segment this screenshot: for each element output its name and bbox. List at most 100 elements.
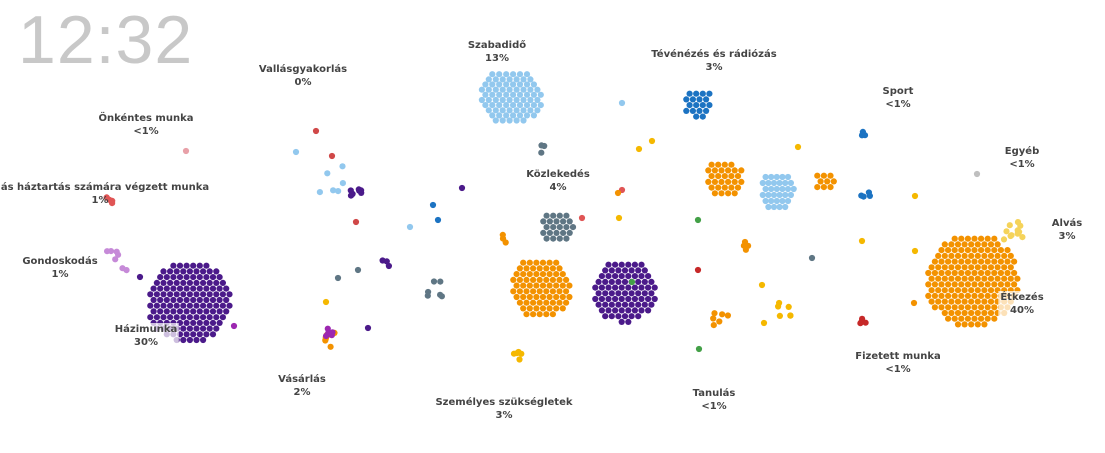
dot-hazimunka (595, 301, 602, 308)
dot-szabadido (530, 102, 538, 109)
dot-kozlekedes (566, 229, 573, 236)
dot-hazimunka (163, 308, 170, 315)
dot-etkezes (938, 258, 945, 265)
dot-hazimunka (645, 284, 652, 291)
dot-etkezes (520, 271, 527, 278)
dot-hazimunka (615, 290, 622, 297)
dot-etkezes (721, 184, 728, 191)
dot-alvas (1003, 228, 1010, 235)
dot-szabadido (523, 91, 531, 98)
dot-hazimunka (147, 302, 154, 309)
dot-hazimunka (223, 308, 230, 315)
dot-etkezes (549, 265, 557, 272)
dot-hazimunka (602, 267, 609, 274)
dot-mashaz (578, 214, 586, 222)
dot-hazimunka (635, 290, 642, 297)
dot-hazimunka (638, 295, 645, 303)
dot-etkezes (978, 258, 985, 265)
dot-hazimunka (160, 268, 167, 275)
dot-etkezes (1014, 275, 1021, 282)
dot-etkezes (526, 282, 533, 289)
dot-hazimunka (595, 278, 602, 285)
dot-szabadido (520, 76, 527, 83)
dot-etkezes (559, 305, 566, 312)
dot-etkezes (533, 259, 540, 266)
dot-szabadido (779, 197, 786, 205)
dot-hazimunka (206, 314, 213, 321)
dot-etkezes (728, 184, 735, 191)
dot-hazimunka (183, 274, 190, 281)
dot-szabadido (482, 102, 489, 109)
dot-etkezes (931, 258, 939, 265)
dot-hazimunka (200, 336, 207, 344)
dot-etkezes (523, 311, 530, 318)
dot-etkezes (543, 265, 550, 272)
dot-etkezes (941, 252, 948, 259)
dot-etkezes (716, 318, 723, 325)
label-vallas: Vallásgyakorlás 0% (258, 64, 348, 88)
dot-etkezes (984, 258, 991, 265)
dot-etkezes (513, 293, 520, 301)
dot-etkezes (536, 276, 543, 283)
dot-hazimunka (612, 295, 619, 303)
dot-hazimunka (206, 302, 213, 309)
dot-hazimunka (173, 314, 180, 321)
dot-etkezes (516, 299, 524, 306)
dot-vallas (312, 127, 320, 135)
dot-szabadido (503, 112, 510, 119)
dot-szabadido (506, 76, 513, 83)
dot-etkezes (984, 247, 991, 254)
dot-hazimunka (193, 302, 200, 309)
dot-hazimunka (176, 285, 184, 292)
dot-etkezes (951, 281, 958, 288)
dot-hazimunka (635, 267, 642, 274)
dot-etkezes (710, 315, 717, 322)
dot-etkezes (954, 252, 962, 259)
dot-etkezes (964, 292, 972, 299)
dot-etkezes (987, 309, 995, 317)
dot-etkezes (994, 252, 1001, 259)
dot-hazimunka (621, 313, 629, 320)
dot-szabadido (492, 107, 499, 114)
dot-kozlekedes (556, 212, 563, 219)
dot-etkezes (968, 287, 975, 294)
dot-etkezes (711, 310, 718, 317)
dot-etkezes (563, 299, 570, 306)
dot-szabadido (618, 99, 626, 107)
dot-etkezes (553, 293, 560, 301)
dot-etkezes (715, 173, 722, 180)
dot-hazimunka (183, 331, 190, 338)
dot-hazimunka (209, 296, 217, 304)
dot-hazimunka (203, 308, 210, 315)
dot-etkezes (536, 265, 543, 272)
dot-etkezes (984, 292, 991, 299)
dot-szabadido (492, 117, 499, 124)
dot-szabadido (485, 107, 492, 114)
dot-kozlekedes (546, 229, 554, 236)
dot-etkezes (958, 315, 965, 322)
dot-etkezes (935, 264, 942, 271)
dot-etkezes (964, 304, 972, 311)
dot-etkezes (526, 293, 533, 301)
dot-etkezes (546, 305, 553, 312)
dot-etkezes (1004, 247, 1011, 254)
dot-szabadido (768, 173, 775, 181)
dot-hazimunka (180, 336, 187, 344)
dot-kozlekedes (354, 266, 362, 274)
dot-etkezes (725, 190, 732, 197)
dot-etkezes (513, 271, 520, 278)
dot-hazimunka (193, 325, 200, 332)
dot-szabadido (520, 86, 527, 93)
dot-etkezes (948, 264, 955, 271)
dot-etkezes (546, 293, 553, 301)
dot-hazimunka (153, 279, 160, 286)
dot-szabadido (492, 76, 499, 83)
dot-etkezes (824, 178, 831, 185)
dot-hazimunka (153, 291, 160, 298)
dot-etkezes (968, 252, 975, 259)
dot-hazimunka (186, 279, 193, 286)
dot-hazimunka (635, 301, 642, 308)
dot-hazimunka (379, 257, 386, 264)
dot-hazimunka (216, 274, 223, 281)
dot-etkezes (945, 315, 952, 322)
